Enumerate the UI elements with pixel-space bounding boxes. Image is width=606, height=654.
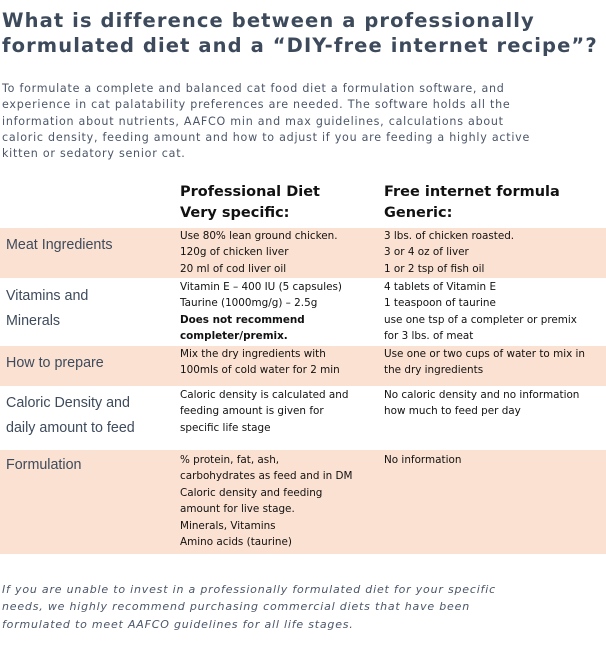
cell-line: 3 or 4 oz of liver bbox=[384, 246, 469, 259]
cell-line: 1 or 2 tsp of fish oil bbox=[384, 262, 485, 275]
page-title: What is difference between a professiona… bbox=[2, 8, 602, 58]
internet-cell: Use one or two cups of water to mix in t… bbox=[384, 346, 585, 379]
table-row: Caloric Density and daily amount to feed… bbox=[0, 386, 606, 449]
cell-line: No caloric density and no information bbox=[384, 389, 580, 401]
cell-line: how much to feed per day bbox=[384, 405, 521, 418]
header-internet-formula: Free internet formula Generic: bbox=[384, 182, 560, 224]
intro-line: caloric density, feeding amount and how … bbox=[2, 130, 531, 144]
header-professional-diet: Professional Diet Very specific: bbox=[180, 182, 320, 224]
cell-line: 100mls of cold water for 2 min bbox=[180, 364, 340, 377]
row-label-line: Caloric Density and bbox=[6, 395, 130, 411]
cell-line: specific life stage bbox=[180, 421, 271, 434]
header-line: Very specific: bbox=[180, 205, 290, 221]
row-label: How to prepare bbox=[6, 351, 104, 376]
row-label-line: How to prepare bbox=[6, 355, 104, 371]
cell-line: 3 lbs. of chicken roasted. bbox=[384, 230, 515, 242]
closing-note: If you are unable to invest in a profess… bbox=[2, 581, 602, 633]
table-row: Vitamins and Minerals Vitamin E – 400 IU… bbox=[0, 278, 606, 345]
table-row: Formulation % protein, fat, ash, carbohy… bbox=[0, 449, 606, 554]
closing-line: formulated to meet AAFCO guidelines for … bbox=[2, 617, 354, 631]
cell-line: Vitamin E – 400 IU (5 capsules) bbox=[180, 281, 342, 293]
cell-line: Caloric density is calculated and bbox=[180, 389, 349, 401]
cell-line: 120g of chicken liver bbox=[180, 246, 289, 259]
internet-cell: 4 tablets of Vitamin E 1 teaspoon of tau… bbox=[384, 279, 577, 345]
intro-line: To formulate a complete and balanced cat… bbox=[2, 82, 505, 95]
row-label-line: Minerals bbox=[6, 313, 61, 329]
header-line: Professional Diet bbox=[180, 184, 320, 200]
intro-line: kitten or sedatory senior cat. bbox=[2, 147, 186, 161]
closing-line: needs, we highly recommend purchasing co… bbox=[2, 600, 470, 614]
header-line: Free internet formula bbox=[384, 184, 560, 200]
professional-cell: Caloric density is calculated and feedin… bbox=[180, 387, 348, 436]
title-line: What is difference between a professiona… bbox=[2, 9, 535, 32]
table-header: Professional Diet Very specific: Free in… bbox=[0, 180, 606, 227]
comparison-table: Professional Diet Very specific: Free in… bbox=[0, 180, 606, 554]
header-line: Generic: bbox=[384, 205, 453, 221]
row-label: Vitamins and Minerals bbox=[6, 284, 88, 334]
cell-line: Minerals, Vitamins bbox=[180, 519, 276, 532]
internet-cell: No caloric density and no information ho… bbox=[384, 387, 579, 420]
row-label: Meat Ingredients bbox=[6, 233, 113, 258]
cell-line: the dry ingredients bbox=[384, 364, 484, 377]
intro-line: experience in cat palatability preferenc… bbox=[2, 98, 511, 112]
internet-cell: No information bbox=[384, 452, 461, 468]
cell-line: Caloric density and feeding bbox=[180, 486, 323, 499]
cell-line: Use one or two cups of water to mix in bbox=[384, 348, 586, 360]
table-row: Meat Ingredients Use 80% lean ground chi… bbox=[0, 227, 606, 278]
internet-cell: 3 lbs. of chicken roasted. 3 or 4 oz of … bbox=[384, 228, 514, 277]
cell-line: Mix the dry ingredients with bbox=[180, 348, 326, 360]
cell-line: Taurine (1000mg/g) – 2.5g bbox=[180, 297, 318, 310]
cell-line: amount for live stage. bbox=[180, 503, 295, 516]
row-label-line: daily amount to feed bbox=[6, 420, 135, 436]
professional-cell: % protein, fat, ash, carbohydrates as fe… bbox=[180, 452, 352, 550]
cell-line: No information bbox=[384, 454, 462, 466]
cell-line: % protein, fat, ash, bbox=[180, 454, 280, 466]
cell-line: 4 tablets of Vitamin E bbox=[384, 281, 497, 293]
cell-line: 20 ml of cod liver oil bbox=[180, 262, 287, 275]
cell-line: Use 80% lean ground chicken. bbox=[180, 230, 338, 242]
row-label: Caloric Density and daily amount to feed bbox=[6, 391, 135, 441]
cell-line: Amino acids (taurine) bbox=[180, 536, 292, 549]
row-label-line: Formulation bbox=[6, 457, 82, 473]
professional-cell: Use 80% lean ground chicken. 120g of chi… bbox=[180, 228, 338, 277]
cell-line: for 3 lbs. of meat bbox=[384, 330, 474, 343]
row-label-line: Meat Ingredients bbox=[6, 237, 113, 253]
row-label: Formulation bbox=[6, 453, 82, 478]
cell-line: feeding amount is given for bbox=[180, 405, 324, 418]
professional-cell: Vitamin E – 400 IU (5 capsules) Taurine … bbox=[180, 279, 342, 345]
row-label-line: Vitamins and bbox=[6, 288, 89, 304]
table-row: How to prepare Mix the dry ingredients w… bbox=[0, 345, 606, 386]
cell-line: carbohydrates as feed and in DM bbox=[180, 470, 353, 483]
intro-line: information about nutrients, AAFCO min a… bbox=[2, 114, 504, 128]
closing-line: If you are unable to invest in a profess… bbox=[2, 583, 496, 596]
intro-paragraph: To formulate a complete and balanced cat… bbox=[2, 81, 602, 162]
cell-line: 1 teaspoon of taurine bbox=[384, 297, 496, 310]
title-line: formulated diet and a “DIY-free internet… bbox=[2, 34, 598, 57]
cell-line: Does not recommend bbox=[180, 313, 305, 326]
cell-line: completer/premix. bbox=[180, 330, 288, 343]
cell-line: use one tsp of a completer or premix bbox=[384, 313, 577, 326]
professional-cell: Mix the dry ingredients with 100mls of c… bbox=[180, 346, 340, 379]
